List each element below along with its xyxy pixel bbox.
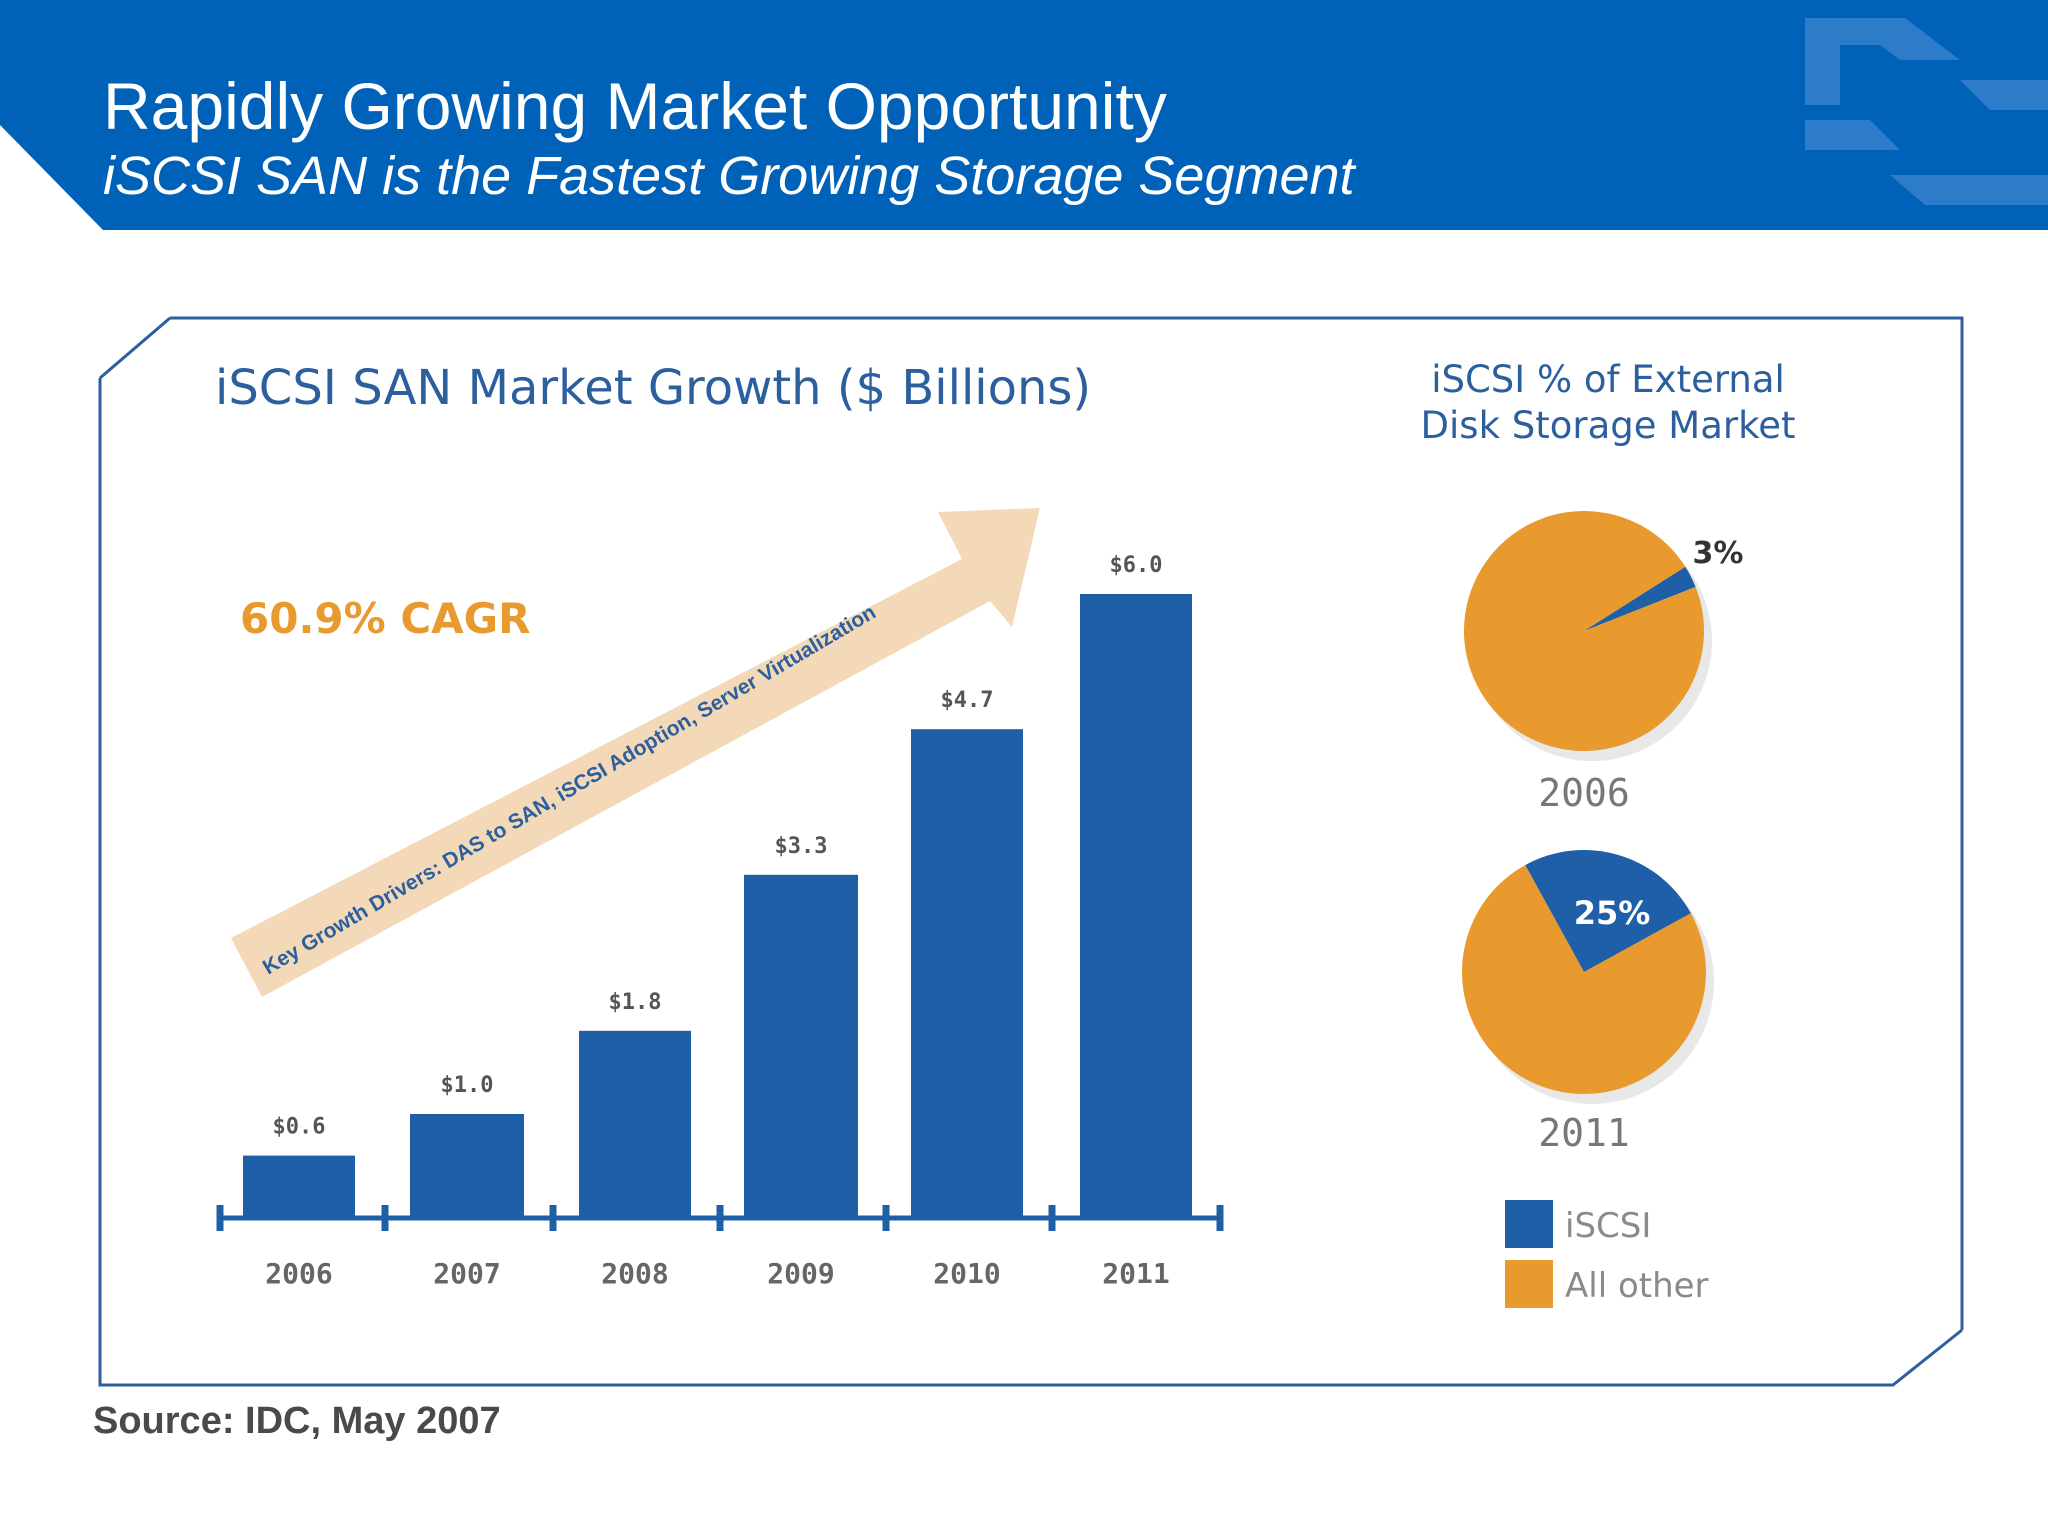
x-tick-label-2011: 2011: [1102, 1257, 1169, 1290]
x-tick-label-2007: 2007: [433, 1257, 500, 1290]
pie-value-label: 25%: [1574, 894, 1651, 932]
slide-subtitle: iSCSI SAN is the Fastest Growing Storage…: [103, 146, 1355, 206]
bar-2007: [410, 1114, 524, 1218]
bar-chart-title: iSCSI SAN Market Growth ($ Billions): [215, 360, 1091, 416]
slide-title: Rapidly Growing Market Opportunity: [103, 69, 1167, 143]
pie-chart-title-line-1: iSCSI % of External: [1431, 358, 1785, 401]
pie-chart-title-line-2: Disk Storage Market: [1421, 404, 1796, 447]
pie-chart-title: iSCSI % of External Disk Storage Market: [1421, 358, 1796, 447]
x-axis: [216, 1205, 1224, 1231]
pie-slice-all-other: [1464, 510, 1704, 751]
bar-value-label-2010: $4.7: [941, 688, 994, 713]
pie-2006: 3% 2006: [1464, 510, 1744, 815]
pie-legend: iSCSI All other: [1505, 1200, 1709, 1308]
bars-group: $0.6 $1.0 $1.8 $3.3 $4.7 $6.0: [243, 553, 1192, 1218]
slide-header: Rapidly Growing Market Opportunity iSCSI…: [0, 0, 2048, 230]
pie-value-label: 3%: [1693, 536, 1744, 571]
x-tick-label-2010: 2010: [933, 1257, 1000, 1290]
x-tick-label-2008: 2008: [601, 1257, 668, 1290]
bar-value-label-2011: $6.0: [1110, 553, 1163, 578]
bar-2008: [579, 1030, 691, 1218]
legend-swatch-iscsi: [1505, 1200, 1553, 1248]
source-note: Source: IDC, May 2007: [93, 1400, 501, 1442]
bar-value-label-2008: $1.8: [609, 990, 662, 1015]
legend-swatch-all-other: [1505, 1260, 1553, 1308]
legend-label-all-other: All other: [1565, 1266, 1709, 1306]
bar-value-label-2007: $1.0: [441, 1073, 494, 1098]
x-tick-label-2006: 2006: [265, 1257, 332, 1290]
bar-2010: [911, 729, 1023, 1218]
pie-year-label: 2006: [1538, 771, 1630, 815]
bar-2009: [744, 874, 858, 1218]
pie-slice-all-other: [1461, 865, 1706, 1094]
bar-value-label-2006: $0.6: [273, 1115, 326, 1140]
x-tick-label-2009: 2009: [767, 1257, 834, 1290]
bar-2011: [1080, 594, 1192, 1218]
legend-label-iscsi: iSCSI: [1565, 1206, 1651, 1246]
pie-slice-iscsi: [1525, 849, 1691, 972]
chart-frame: [98, 316, 1964, 1387]
bar-value-label-2009: $3.3: [775, 834, 828, 859]
pie-year-label: 2011: [1538, 1111, 1630, 1155]
x-tick-labels: 2006 2007 2008 2009 2010 2011: [265, 1257, 1169, 1290]
pies-group: 3% 2006 25% 2011: [1461, 510, 1744, 1155]
cagr-label: 60.9% CAGR: [240, 594, 530, 643]
logo-arrows-icon: [1805, 18, 2048, 205]
pie-2011: 25% 2011: [1461, 849, 1714, 1155]
pie-slice-iscsi: [1584, 566, 1696, 631]
bar-2006: [243, 1155, 355, 1218]
header-background: [0, 0, 2048, 230]
